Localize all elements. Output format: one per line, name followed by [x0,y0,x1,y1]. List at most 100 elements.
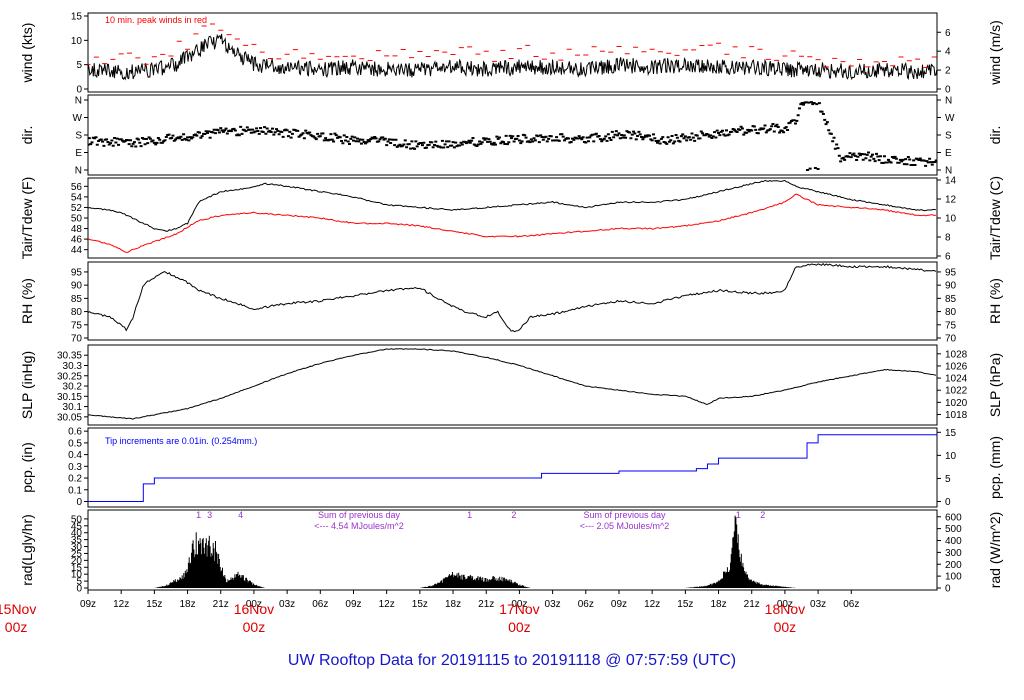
wind-series-wind-speed [88,33,937,81]
wind-left-tick-label: 0 [76,85,82,96]
temp-series-tdew [88,193,937,253]
time-tick-label: 21z [478,599,494,610]
wind-annotation: 10 min. peak winds in red [105,15,207,25]
wind-left-tick-label: 10 [71,36,83,47]
rad-left-tick-label: 0 [76,584,82,595]
wind-right-tick-label: 0 [945,85,951,96]
rad-right-tick-label: 0 [945,584,951,595]
rh-right-tick-label: 95 [945,267,957,278]
pcp-left-tick-label: 0.4 [68,450,82,461]
pcp-annotation: Tip increments are 0.01in. (0.254mm.) [105,436,257,446]
slp-left-tick-label: 30.2 [63,382,83,393]
wind-right-tick-label: 6 [945,28,951,39]
temp-left-tick-label: 54 [71,192,83,203]
pcp-series-precipitation [88,433,937,502]
pcp-right-axis-title: pcp. (mm) [987,436,1003,499]
rad-right-tick-label: 100 [945,572,962,583]
slp-data [88,348,937,420]
chart-title: UW Rooftop Data for 20191115 to 20191118… [288,652,736,669]
pcp-left-tick-label: 0.2 [68,474,82,485]
time-tick-label: 12z [379,599,395,610]
pcp-left-tick-label: 0.3 [68,462,82,473]
day-time-label: 00z [243,619,266,635]
temp-right-tick-label: 14 [945,176,957,187]
slp-left-tick-label: 30.05 [57,412,82,423]
slp-left-tick-label: 30.1 [63,402,83,413]
dir-right-tick-label: S [945,131,952,142]
rad-right-tick-label: 200 [945,560,962,571]
time-tick-label: 06z [843,599,859,610]
pcp-left-tick-label: 0.6 [68,427,82,438]
day-label: 17Nov [499,601,539,617]
rh-left-tick-label: 90 [71,281,83,292]
dir-series-wind-direction [88,101,937,171]
time-tick-label: 09z [345,599,361,610]
rad-left-tick-label: 45 [71,521,83,532]
time-tick-label: 18z [179,599,195,610]
rad-daily-sum-note: <--- 4.54 MJoules/m^2 [314,521,404,531]
panel-rad: 051015202530354045500100200300400500600r… [19,509,1003,595]
temp-left-tick-label: 56 [71,182,83,193]
rad-left-tick-label: 50 [71,514,83,525]
temp-left-tick-label: 46 [71,235,83,246]
rh-left-axis-title: RH (%) [19,278,35,324]
time-tick-label: 06z [578,599,594,610]
slp-right-tick-label: 1022 [945,386,968,397]
temp-left-tick-label: 48 [71,224,83,235]
rad-daily-sum-note: Sum of previous day [318,510,401,520]
rad-left-tick-label: 20 [71,556,83,567]
rh-frame [87,261,938,341]
rh-right-tick-label: 90 [945,281,957,292]
slp-right-tick-label: 1028 [945,349,968,360]
time-tick-label: 03z [810,599,826,610]
rad-peak-marker: 2 [760,510,765,520]
slp-right-tick-label: 1024 [945,374,968,385]
rh-data [88,263,937,333]
pcp-right-tick-label: 0 [945,497,951,508]
dir-right-tick-label: N [945,96,952,107]
wind-left-tick-label: 15 [71,12,83,23]
temp-right-axis-title: Tair/Tdew (C) [987,176,1003,260]
time-tick-label: 12z [644,599,660,610]
pcp-left-tick-label: 0.1 [68,485,82,496]
time-tick-label: 21z [213,599,229,610]
rad-data [154,515,796,588]
rad-right-axis-title: rad (W/m^2) [987,512,1003,589]
rad-left-tick-label: 10 [71,570,83,581]
pcp-right-tick-label: 15 [945,428,957,439]
rh-right-tick-label: 70 [945,334,957,345]
rad-peak-marker: 1 [736,510,741,520]
rh-left-tick-label: 80 [71,307,83,318]
dir-right-axis-title: dir. [987,126,1003,145]
rad-peak-marker: 2 [511,510,516,520]
time-tick-label: 03z [545,599,561,610]
day-time-label: 00z [508,619,531,635]
rad-right-tick-label: 500 [945,524,962,535]
day-time-label: 00z [5,619,28,635]
temp-left-tick-label: 52 [71,203,83,214]
time-tick-label: 06z [312,599,328,610]
slp-series-slp [88,348,937,420]
time-tick-label: 00z [511,599,527,610]
time-tick-label: 18z [710,599,726,610]
rh-right-axis-title: RH (%) [987,278,1003,324]
time-tick-label: 00z [777,599,793,610]
slp-right-tick-label: 1026 [945,361,968,372]
day-label: 18Nov [765,601,805,617]
temp-right-tick-label: 12 [945,195,957,206]
wind-frame [87,12,938,93]
wind-data [88,23,937,81]
panel-rh: 70 75 80 85 90 95 70 75 80 85 90 95 RH (%) RH (%) [19,261,1003,345]
dir-left-tick-label: N [75,166,82,177]
rad-left-tick-label: 5 [76,577,82,588]
rad-left-tick-label: 40 [71,528,83,539]
wind-right-tick-label: 4 [945,47,951,58]
temp-left-axis-title: Tair/Tdew (F) [19,177,35,259]
wind-right-tick-label: 2 [945,66,951,77]
dir-data [88,101,937,171]
rad-peak-marker: 1 [196,510,201,520]
rh-left-tick-label: 75 [71,320,83,331]
